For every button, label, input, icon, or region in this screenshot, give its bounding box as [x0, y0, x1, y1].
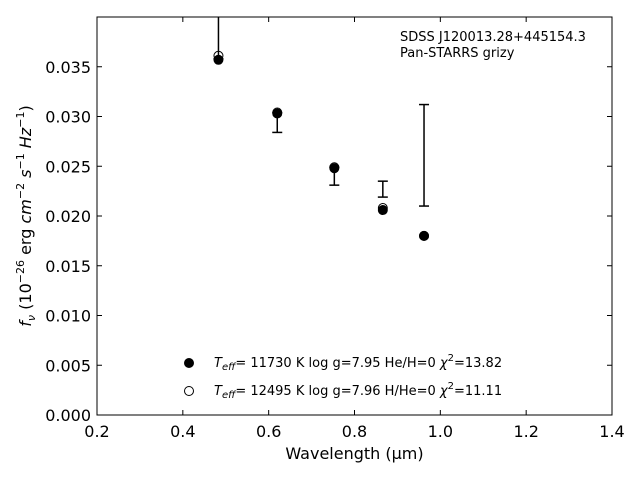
- x-tick-label: 0.6: [256, 422, 281, 441]
- legend: Teff= 11730 K log g=7.95 He/H=0 χ2=13.82…: [184, 353, 502, 401]
- annotation-survey: Pan-STARRS grizy: [400, 46, 515, 61]
- point-he-h-0: [213, 54, 224, 65]
- x-tick-label: 1.0: [428, 422, 453, 441]
- x-tick-label: 1.4: [599, 422, 624, 441]
- y-tick-label: 0.000: [45, 406, 91, 425]
- x-tick-label: 0.2: [84, 422, 109, 441]
- legend-entry-2: Teff= 12495 K log g=7.96 H/He=0 χ2=11.11: [214, 381, 502, 401]
- point-h-he-0: [329, 162, 340, 173]
- point-he-h-0: [377, 205, 388, 216]
- x-tick-label: 0.4: [170, 422, 195, 441]
- y-tick-label: 0.035: [45, 58, 91, 77]
- legend-marker-filled: [184, 358, 194, 368]
- y-tick-label: 0.015: [45, 257, 91, 276]
- y-tick-label: 0.030: [45, 108, 91, 127]
- y-tick-label: 0.020: [45, 207, 91, 226]
- point-h-he-0: [272, 107, 283, 118]
- y-tick-label: 0.010: [45, 307, 91, 326]
- y-axis-label: fν (10−26 erg cm−2 s−1 Hz−1): [14, 105, 38, 326]
- x-axis: 0.2 0.4 0.6 0.8 1.0 1.2 1.4: [84, 17, 625, 441]
- data-points: [213, 50, 430, 241]
- x-tick-label: 0.8: [342, 422, 367, 441]
- x-axis-label: Wavelength (μm): [285, 444, 423, 463]
- x-tick-label: 1.2: [513, 422, 538, 441]
- y-tick-label: 0.005: [45, 356, 91, 375]
- point-h-he-0: [419, 230, 430, 241]
- y-axis: 0.000 0.005 0.010 0.015 0.020 0.025 0.030 0.035: [45, 58, 612, 425]
- legend-entry-1: Teff= 11730 K log g=7.95 He/H=0 χ2=13.82: [214, 353, 502, 373]
- point-h-he-0: [213, 50, 224, 61]
- y-tick-label: 0.025: [45, 157, 91, 176]
- annotation-object-name: SDSS J120013.28+445154.3: [400, 30, 586, 45]
- error-bars: [213, 17, 430, 207]
- point-h-he-0: [377, 203, 388, 214]
- legend-marker-open: [184, 386, 194, 396]
